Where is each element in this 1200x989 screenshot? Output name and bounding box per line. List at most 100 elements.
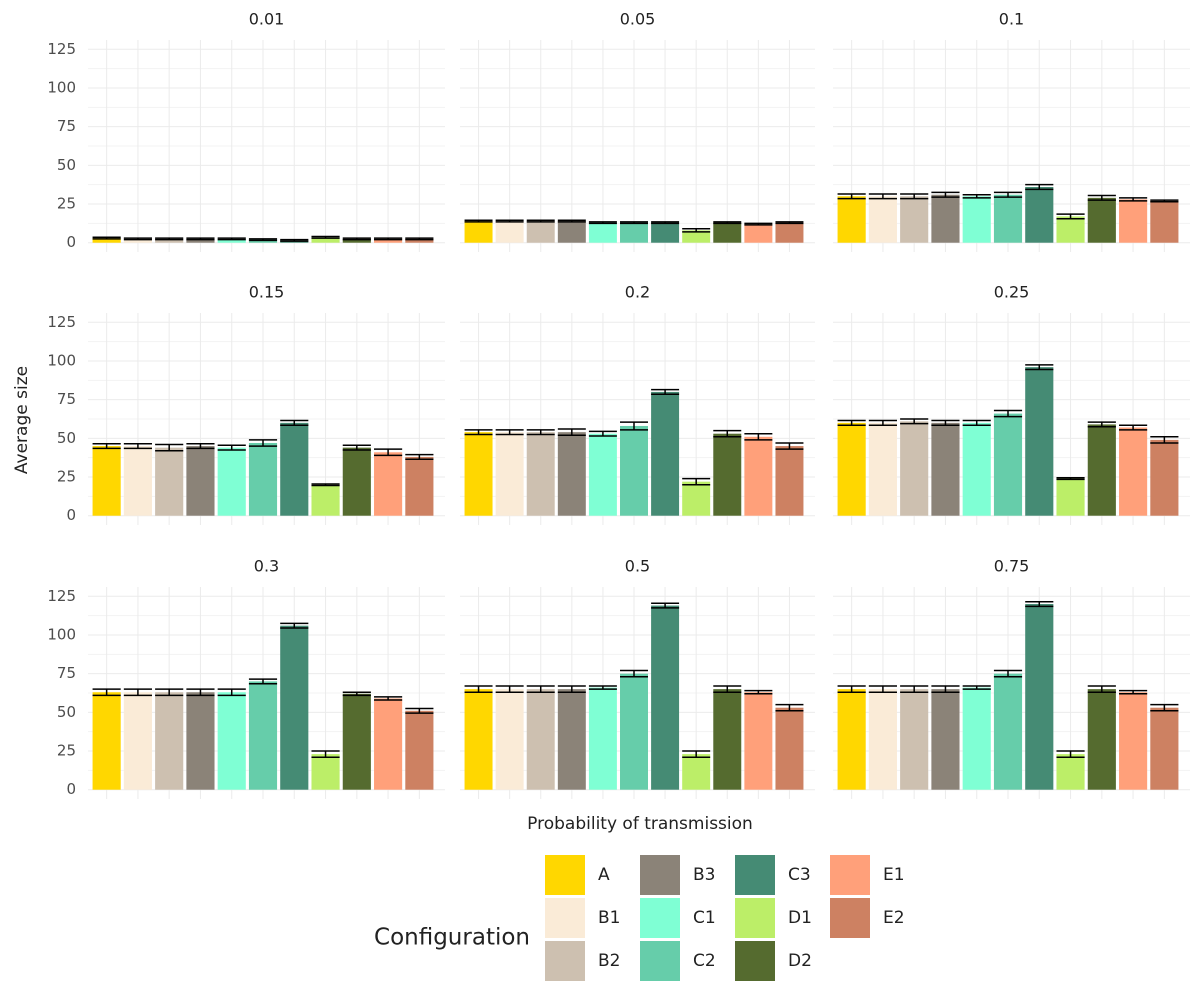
- error-bar: [900, 418, 929, 425]
- bar: [495, 432, 524, 516]
- error-bar: [651, 221, 680, 225]
- error-bar: [868, 685, 897, 693]
- error-bar: [311, 483, 340, 487]
- error-bar: [868, 419, 897, 426]
- bar: [931, 422, 960, 516]
- bar: [92, 238, 121, 243]
- bar: [311, 237, 340, 243]
- bar: [744, 224, 773, 243]
- error-bar: [526, 429, 555, 436]
- legend-key: [735, 898, 775, 938]
- bar: [123, 692, 152, 790]
- bar: [1087, 689, 1116, 790]
- y-tick-label: 25: [57, 468, 76, 486]
- error-bar: [962, 419, 991, 426]
- bar: [186, 692, 215, 790]
- error-bar: [464, 429, 493, 436]
- error-bar: [92, 443, 121, 450]
- bar: [993, 673, 1023, 790]
- error-bar: [931, 419, 960, 426]
- bar: [1119, 199, 1148, 243]
- error-bar: [962, 193, 991, 199]
- error-bar: [1056, 750, 1085, 758]
- bar: [526, 432, 555, 516]
- y-tick-label: 125: [47, 313, 76, 331]
- bar: [155, 692, 184, 790]
- facet-title: 0.01: [249, 10, 285, 29]
- bar: [620, 222, 648, 243]
- y-tick-label: 25: [57, 195, 76, 213]
- error-bar: [92, 688, 121, 697]
- error-bar: [900, 685, 929, 693]
- bar: [1025, 604, 1054, 790]
- error-bar: [374, 448, 403, 457]
- bar: [342, 447, 371, 516]
- facet-title: 0.05: [620, 10, 656, 29]
- y-tick-label: 100: [47, 78, 76, 96]
- legend-key: [545, 855, 585, 895]
- legend-key: [640, 941, 680, 981]
- error-bar: [526, 685, 555, 693]
- error-bar: [1119, 689, 1148, 695]
- bar: [123, 238, 152, 243]
- error-bar: [620, 421, 648, 431]
- legend-key: [830, 855, 870, 895]
- y-tick-label: 75: [57, 117, 76, 135]
- legend-key: [640, 898, 680, 938]
- bar: [588, 222, 617, 243]
- bar: [405, 238, 434, 243]
- bar: [837, 689, 866, 790]
- bar: [588, 687, 617, 790]
- legend-label: A: [598, 865, 610, 885]
- error-bar: [123, 688, 152, 697]
- bar: [868, 689, 897, 790]
- bar: [464, 689, 493, 790]
- y-tick-label: 0: [66, 233, 76, 251]
- bar: [1025, 187, 1054, 243]
- bar: [900, 689, 929, 790]
- error-bar: [868, 193, 897, 200]
- error-bar: [651, 602, 680, 609]
- bar: [1087, 197, 1116, 243]
- error-bar: [620, 669, 648, 678]
- error-bar: [248, 439, 278, 447]
- bar: [931, 689, 960, 790]
- error-bar: [1119, 197, 1148, 202]
- error-bar: [495, 685, 524, 693]
- bar: [248, 239, 278, 243]
- error-bar: [682, 228, 711, 233]
- bar: [962, 422, 991, 516]
- bar: [620, 425, 648, 516]
- error-bar: [495, 219, 524, 223]
- facet-title: 0.25: [994, 283, 1030, 302]
- y-tick-label: 100: [47, 351, 76, 369]
- bar: [557, 432, 586, 516]
- bar: [280, 422, 309, 516]
- legend-label: E2: [883, 908, 905, 928]
- error-bar: [311, 235, 340, 239]
- legend-label: C3: [788, 865, 811, 885]
- error-bar: [744, 432, 773, 441]
- error-bar: [962, 685, 991, 690]
- bar: [557, 689, 586, 790]
- error-bar: [682, 750, 711, 758]
- bar: [620, 673, 648, 790]
- error-bar: [713, 685, 742, 693]
- legend-label: B1: [598, 908, 620, 928]
- bar: [837, 196, 866, 243]
- bar: [495, 221, 524, 243]
- error-bar: [374, 696, 403, 701]
- error-bar: [651, 388, 680, 395]
- bar: [588, 433, 617, 516]
- bar: [92, 692, 121, 790]
- bar: [775, 222, 804, 243]
- bar: [1150, 707, 1179, 790]
- bar: [311, 754, 340, 790]
- bar: [651, 222, 680, 243]
- bar: [993, 413, 1023, 516]
- bar: [868, 422, 897, 516]
- bar: [186, 238, 215, 243]
- error-bar: [342, 237, 371, 241]
- bar: [248, 681, 278, 790]
